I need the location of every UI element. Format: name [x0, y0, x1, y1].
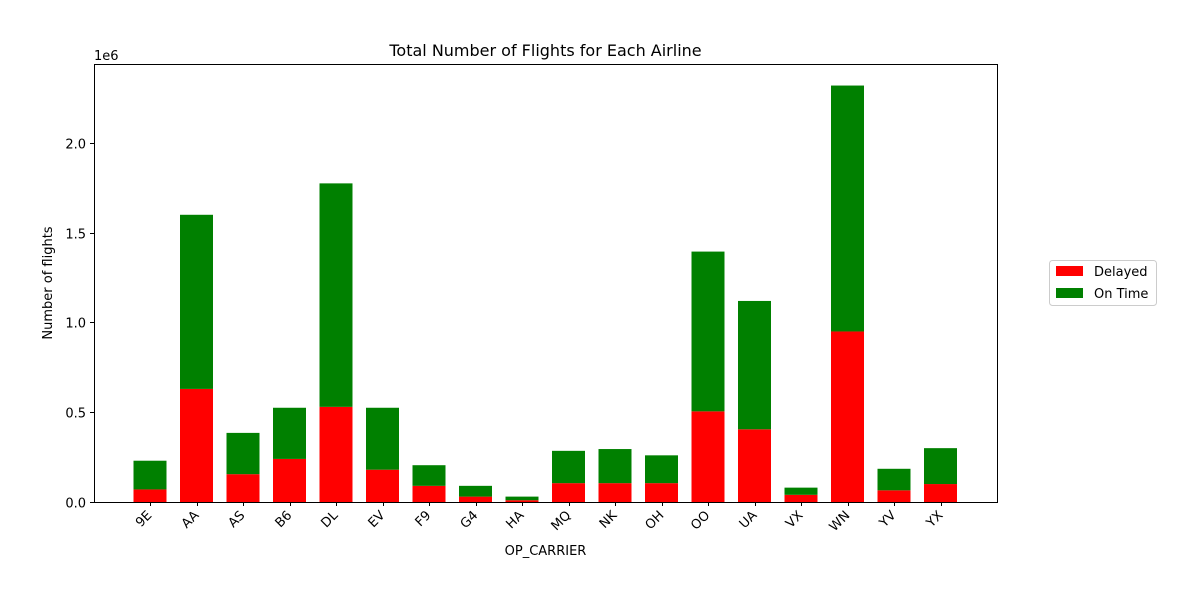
bar-delayed-HA [505, 500, 539, 502]
bar-on-time-B6 [273, 407, 306, 459]
y-tick-label: 0.0 [65, 497, 86, 512]
plot-frame [94, 64, 998, 503]
bar-delayed-DL [319, 406, 353, 502]
x-tick-label: EV [366, 508, 389, 531]
x-tick-label: YX [923, 508, 946, 531]
bar-on-time-9E [133, 460, 167, 490]
bar-delayed-EV [366, 469, 399, 502]
y-tick-label: 1.5 [65, 228, 86, 243]
legend-swatch-on-time [1056, 288, 1083, 298]
x-tick-label: AA [179, 508, 203, 532]
y-axis-title: Number of flights [41, 226, 56, 339]
y-tick-label: 1.0 [65, 317, 86, 332]
x-tick-label: AS [226, 508, 249, 531]
bar-on-time-F9 [412, 465, 446, 486]
bar-delayed-YV [877, 490, 911, 502]
legend-swatch-delayed [1056, 266, 1083, 276]
bar-delayed-MQ [552, 483, 585, 502]
bar-on-time-MQ [552, 450, 585, 484]
x-tick-label: YV [876, 508, 899, 531]
x-tick-label: HA [504, 508, 528, 532]
x-tick-label: DL [319, 508, 342, 531]
bar-on-time-OO [691, 251, 725, 412]
bar-on-time-G4 [459, 485, 492, 497]
x-tick-label: F9 [413, 508, 435, 530]
x-tick-label: B6 [273, 508, 296, 531]
bar-on-time-DL [319, 183, 353, 407]
bar-delayed-WN [831, 331, 864, 502]
legend-label-on-time: On Time [1094, 287, 1148, 302]
bar-delayed-F9 [412, 485, 446, 502]
bar-delayed-AA [180, 388, 213, 502]
y-axis: 0.0 0.5 1.0 1.5 2.0 [65, 138, 94, 512]
bar-on-time-VX [784, 487, 818, 495]
bar-on-time-AA [180, 214, 213, 389]
x-axis-title: OP_CARRIER [505, 544, 587, 559]
bar-delayed-OH [645, 483, 678, 502]
bar-on-time-HA [505, 496, 539, 501]
bar-on-time-OH [645, 455, 678, 484]
bar-delayed-G4 [459, 496, 492, 502]
bars-group [133, 85, 957, 502]
x-tick-label: VX [783, 508, 806, 531]
y-axis-offset-label: 1e6 [94, 49, 119, 64]
bar-delayed-9E [133, 489, 167, 502]
bar-delayed-AS [226, 474, 260, 502]
bar-delayed-OO [691, 411, 725, 502]
x-tick-label: OO [688, 508, 713, 533]
x-tick-label: MQ [549, 508, 575, 534]
x-axis: 9E AA AS B6 DL EV F9 G4 HA MQ NK OH OO UA VX WN YV YX [133, 502, 946, 535]
x-tick-label: UA [737, 508, 761, 532]
bar-on-time-YV [877, 468, 911, 491]
y-tick-label: 0.5 [65, 407, 86, 422]
bar-delayed-B6 [273, 458, 306, 502]
legend: Delayed On Time [1049, 260, 1157, 306]
x-tick-label: G4 [458, 508, 482, 532]
bar-on-time-YX [924, 448, 957, 485]
x-tick-label: NK [597, 508, 621, 532]
bar-on-time-EV [366, 407, 399, 470]
bar-delayed-UA [738, 429, 771, 502]
legend-label-delayed: Delayed [1094, 265, 1148, 280]
bar-on-time-WN [831, 85, 864, 332]
bar-delayed-VX [784, 494, 818, 502]
bar-on-time-NK [598, 449, 632, 484]
bar-on-time-AS [226, 432, 260, 475]
x-tick-label: 9E [133, 508, 155, 530]
bar-delayed-YX [924, 484, 957, 502]
x-tick-label: WN [827, 508, 854, 535]
chart-title: Total Number of Flights for Each Airline [388, 41, 701, 60]
x-tick-label: OH [643, 508, 668, 533]
bar-delayed-NK [598, 483, 632, 502]
y-tick-label: 2.0 [65, 138, 86, 153]
bar-on-time-UA [738, 300, 771, 430]
